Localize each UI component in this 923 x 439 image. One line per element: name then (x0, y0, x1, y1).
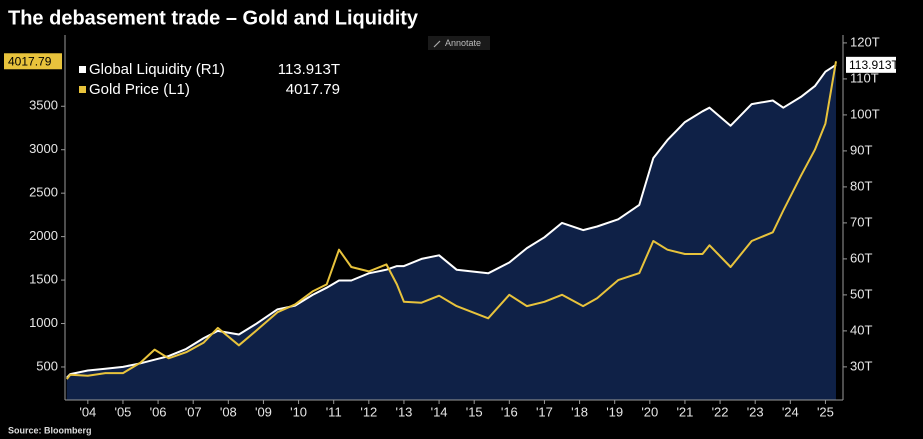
annotate-button[interactable]: Annotate (428, 36, 490, 50)
x-tick-label: '08 (220, 404, 237, 419)
x-tick-label: '23 (747, 404, 764, 419)
y2-tick-label: 110T (850, 70, 879, 85)
y2-tick-label: 120T (850, 34, 880, 49)
y-tick-label: 2500 (29, 185, 58, 200)
y-tick-label: 3000 (29, 141, 58, 156)
y2-tick-label: 70T (850, 214, 872, 229)
x-tick-label: '16 (501, 404, 518, 419)
y2-tick-label: 90T (850, 142, 872, 157)
annotate-label[interactable]: Annotate (445, 38, 481, 48)
y2-tick-label: 60T (850, 250, 872, 265)
x-tick-label: '22 (712, 404, 729, 419)
x-tick-label: '25 (817, 404, 834, 419)
area (66, 64, 836, 401)
x-tick-label: '12 (360, 404, 377, 419)
x-tick-label: '18 (571, 404, 588, 419)
y-tick-label: 3500 (29, 98, 58, 113)
x-tick-label: '13 (395, 404, 412, 419)
y-tick-label: 1000 (29, 315, 58, 330)
x-tick-label: '10 (290, 404, 307, 419)
last-value-label: 113.913T (849, 58, 899, 72)
x-tick-label: '19 (606, 404, 623, 419)
last-value-tag (846, 56, 896, 73)
annotate-button-bg[interactable] (428, 36, 490, 50)
x-tick-label: '17 (536, 404, 553, 419)
y2-tick-label: 30T (850, 358, 872, 373)
legend: Global Liquidity (R1) 113.913T Gold Price … (79, 61, 340, 98)
chart-title: The debasement trade – Gold and Liquidit… (8, 7, 419, 29)
legend-value: 113.913T (278, 61, 340, 78)
legend-swatch (79, 66, 86, 73)
source: Source: Bloomberg (8, 425, 92, 435)
x-tick-label: '04 (79, 404, 96, 419)
y-tick-label: 500 (36, 358, 58, 373)
x-tick-label: '21 (676, 404, 693, 419)
x-tick-label: '07 (185, 404, 202, 419)
x-tick-label: '15 (466, 404, 483, 419)
legend-swatch (79, 86, 86, 93)
last-value-label: 4017.79 (8, 54, 52, 68)
y2-tick-label: 80T (850, 178, 872, 193)
x-tick-label: '20 (641, 404, 658, 419)
line (66, 61, 837, 380)
x-tick-label: '11 (326, 404, 342, 419)
x-tick-label: '14 (431, 404, 448, 419)
x-tick-label: '06 (150, 404, 167, 419)
y2-tick-label: 100T (850, 106, 880, 121)
y-tick-label: 1500 (29, 272, 58, 287)
legend-value: 4017.79 (286, 81, 340, 98)
last-value-tag (4, 53, 62, 70)
y-tick-label: 2000 (29, 228, 58, 243)
y2-tick-label: 40T (850, 322, 872, 337)
y2-tick-label: 50T (850, 286, 872, 301)
legend-label: Global Liquidity (R1) (89, 61, 225, 78)
pencil-icon (433, 40, 441, 48)
legend-label: Gold Price (L1) (89, 81, 190, 98)
x-tick-label: '09 (255, 404, 272, 419)
x-tick-label: '05 (114, 404, 131, 419)
x-tick-label: '24 (782, 404, 799, 419)
line (66, 63, 837, 379)
